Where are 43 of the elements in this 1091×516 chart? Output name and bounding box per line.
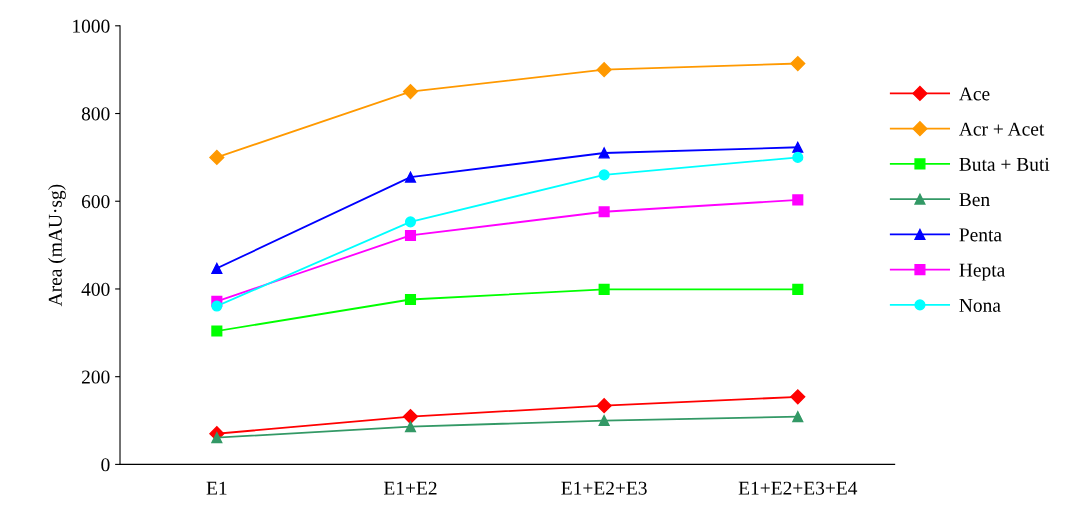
x-tick-label: E1+E2+E3+E4	[738, 481, 858, 495]
point	[404, 293, 417, 306]
point	[792, 283, 804, 295]
point	[211, 262, 223, 274]
point	[404, 171, 417, 183]
point	[402, 84, 419, 100]
y-tick-label: 0	[101, 458, 110, 472]
point	[404, 421, 417, 433]
legend-label: Acr + Acet	[959, 122, 1045, 136]
y-tick-label: 400	[81, 282, 110, 296]
point	[598, 283, 610, 295]
legend-label: Hepta	[959, 263, 1005, 281]
y-tick-label: 1000	[73, 19, 110, 33]
point	[598, 169, 610, 181]
point	[792, 141, 804, 153]
point	[596, 62, 612, 78]
y-tick-label: 200	[81, 370, 110, 384]
point	[404, 229, 417, 242]
y-tick-label: 800	[81, 107, 110, 121]
point	[211, 325, 223, 337]
point	[211, 300, 223, 312]
point	[209, 149, 225, 165]
x-tick-label: E1	[206, 481, 227, 495]
point	[596, 398, 612, 414]
point	[790, 55, 806, 72]
legend-label: Penta	[959, 228, 1002, 242]
point	[404, 216, 417, 228]
point	[598, 414, 610, 427]
legend-label: Ben	[959, 193, 990, 207]
legend-label: Nona	[959, 299, 1001, 312]
legend-label: Buta + Buti	[959, 157, 1050, 171]
x-tick-label: E1+E2	[383, 481, 437, 495]
y-axis-title: Area (mAU·sg)	[48, 184, 66, 307]
point	[211, 432, 223, 444]
x-tick-label: E1+E2+E3	[561, 481, 647, 495]
point	[598, 206, 610, 218]
legend-label: Ace	[959, 87, 990, 101]
point	[792, 411, 804, 423]
point	[792, 151, 804, 163]
point	[598, 147, 610, 159]
point	[790, 389, 806, 405]
point	[792, 194, 804, 206]
y-tick-label: 600	[81, 195, 110, 209]
